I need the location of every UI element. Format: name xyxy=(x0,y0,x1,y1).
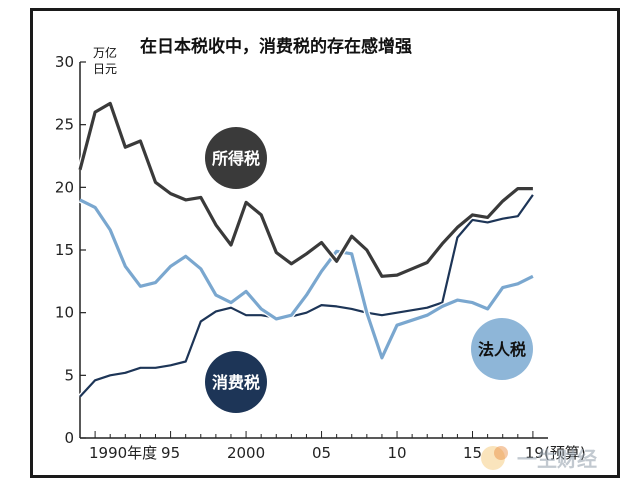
y-unit-line1: 万亿 xyxy=(93,45,117,60)
series-badge-text: 法人税 xyxy=(478,340,526,359)
y-tick-label: 10 xyxy=(55,304,74,322)
watermark: 一生财经 xyxy=(481,446,597,471)
y-tick-label: 20 xyxy=(55,178,74,196)
chart-title: 在日本税收中，消费税的存在感增强 xyxy=(140,36,412,57)
series-line-消费税 xyxy=(79,194,534,398)
x-tick-label: 15 xyxy=(463,444,482,462)
watermark-logo-dot xyxy=(494,446,508,460)
x-tick-label: 2000 xyxy=(227,444,265,462)
x-tick-label: 05 xyxy=(312,444,331,462)
y-tick-label: 30 xyxy=(55,53,74,71)
series-badge-circle xyxy=(471,318,533,380)
series-badge-circle xyxy=(205,351,267,413)
series-badge-text: 所得税 xyxy=(212,149,260,168)
y-tick-label: 15 xyxy=(55,241,74,259)
watermark-text: 一生财经 xyxy=(517,447,597,471)
series-line-所得税 xyxy=(78,101,533,278)
y-tick-label: 0 xyxy=(64,429,74,447)
series-badge-text: 消费税 xyxy=(212,373,260,392)
series-label-法人税: 法人税 xyxy=(471,318,533,380)
x-tick-label: 95 xyxy=(161,444,180,462)
x-tick-label: 10 xyxy=(387,444,406,462)
x-tick-label: 1990年度 xyxy=(89,444,157,462)
series-badge-circle xyxy=(205,127,267,189)
y-tick-label: 5 xyxy=(64,366,74,384)
series-label-所得税: 所得税 xyxy=(205,127,267,189)
y-tick-label: 25 xyxy=(55,116,74,134)
series-line-法人税 xyxy=(79,198,534,360)
x-tick-label: 19(预算) xyxy=(525,444,586,462)
watermark-logo-icon xyxy=(481,446,505,470)
series-line-halo xyxy=(77,100,533,280)
y-unit-line2: 日元 xyxy=(93,62,117,76)
series-label-消费税: 消费税 xyxy=(205,351,267,413)
